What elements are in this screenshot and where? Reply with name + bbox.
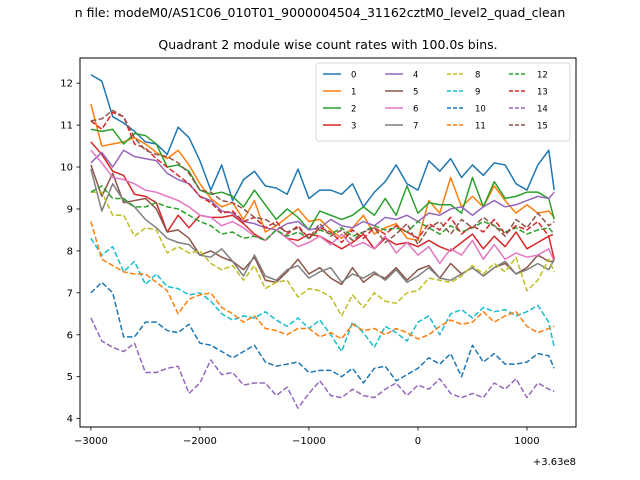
y-tick-label: 11: [60, 121, 73, 132]
y-tick-label: 10: [60, 163, 73, 174]
y-tick-label: 8: [67, 246, 73, 257]
legend-label-5: 5: [413, 88, 418, 98]
legend-label-6: 6: [413, 105, 418, 115]
legend-label-8: 8: [475, 71, 480, 81]
legend-label-14: 14: [537, 105, 548, 115]
legend-label-11: 11: [475, 122, 486, 132]
y-tick-label: 7: [67, 288, 73, 299]
series-line-3: [90, 141, 555, 260]
legend-box: [315, 62, 571, 142]
series-line-12: [90, 185, 555, 242]
series-line-9: [90, 237, 555, 353]
legend-label-12: 12: [537, 71, 548, 81]
axes-frame: [79, 57, 577, 428]
y-tick-label: 9: [67, 204, 73, 215]
series-line-8: [90, 191, 555, 317]
figure-suptitle: n file: modeM0/AS1C06_010T01_9000004504_…: [75, 5, 566, 20]
series-line-2: [90, 128, 555, 231]
x-offset-label: +3.63e8: [533, 457, 576, 468]
series-line-0: [90, 74, 555, 208]
x-tick-label: 1000: [514, 436, 539, 447]
chart-title: Quadrant 2 module wise count rates with …: [158, 37, 497, 52]
legend-label-1: 1: [351, 88, 356, 98]
legend-label-9: 9: [475, 88, 480, 98]
y-tick-label: 12: [60, 79, 73, 90]
x-tick-label: −3000: [74, 436, 108, 447]
series-line-1: [90, 103, 555, 242]
legend-label-7: 7: [413, 122, 418, 132]
plot-area: [90, 74, 555, 409]
series-line-4: [90, 149, 555, 231]
legend-label-3: 3: [351, 122, 356, 132]
series-line-10: [90, 281, 555, 384]
x-tick-label: −2000: [183, 436, 217, 447]
series-line-14: [90, 317, 555, 409]
x-tick-label: −1000: [292, 436, 326, 447]
legend-label-2: 2: [351, 105, 356, 115]
series-line-11: [90, 221, 555, 340]
x-tick-label: 0: [415, 436, 421, 447]
y-tick-label: 5: [67, 372, 73, 383]
series-line-6: [90, 149, 555, 265]
legend-label-10: 10: [475, 105, 486, 115]
y-tick-label: 4: [67, 414, 73, 425]
legend-label-4: 4: [413, 71, 418, 81]
legend-label-13: 13: [537, 88, 548, 98]
legend-label-0: 0: [351, 71, 356, 81]
legend-label-15: 15: [537, 122, 548, 132]
series-line-15: [90, 109, 555, 246]
series-line-7: [90, 168, 555, 284]
y-tick-label: 6: [67, 330, 73, 341]
